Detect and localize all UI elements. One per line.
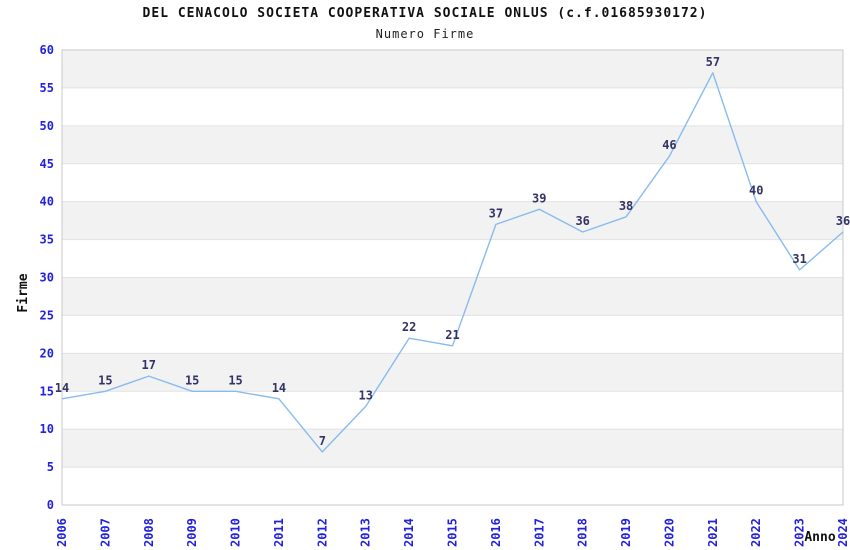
x-tick-label: 2022	[749, 518, 763, 547]
x-tick-label: 2009	[185, 518, 199, 547]
data-label: 36	[575, 214, 589, 228]
y-tick-label: 35	[40, 233, 54, 247]
data-label: 39	[532, 191, 546, 205]
plot-area: 0 5 10 15 20 25 30 35 40 45 50 55 60 2006 2007 2008 2009…	[40, 43, 850, 547]
x-tick-label: 2017	[532, 518, 546, 547]
data-label: 17	[142, 358, 156, 372]
x-tick-label: 2023	[793, 518, 807, 547]
y-tick-label: 50	[40, 119, 54, 133]
data-label: 15	[185, 373, 199, 387]
y-tick-label: 5	[47, 460, 54, 474]
x-tick-label: 2012	[315, 518, 329, 547]
y-axis-title: Firme	[16, 273, 31, 312]
data-label: 31	[792, 252, 806, 266]
x-tick-label: 2016	[489, 518, 503, 547]
y-tick-label: 40	[40, 195, 54, 209]
chart-title: DEL CENACOLO SOCIETA COOPERATIVA SOCIALE…	[142, 6, 708, 21]
x-tick-label: 2018	[576, 518, 590, 547]
data-label: 14	[272, 381, 286, 395]
data-label: 7	[319, 434, 326, 448]
plot-band	[62, 50, 843, 88]
x-axis-title: Anno	[804, 530, 835, 545]
x-tick-label: 2014	[402, 518, 416, 547]
data-label: 15	[98, 373, 112, 387]
y-tick-label: 10	[40, 422, 54, 436]
data-label: 15	[228, 373, 242, 387]
chart-subtitle: Numero Firme	[375, 27, 475, 41]
x-tick-label: 2015	[446, 518, 460, 547]
x-tick-label: 2008	[142, 518, 156, 547]
data-label: 22	[402, 320, 416, 334]
y-tick-label: 15	[40, 384, 54, 398]
data-label: 14	[55, 381, 69, 395]
y-tick-label: 60	[40, 43, 54, 57]
x-tick-label: 2010	[229, 518, 243, 547]
data-label: 46	[662, 138, 676, 152]
y-tick-label: 0	[47, 498, 54, 512]
x-tick-label: 2021	[706, 518, 720, 547]
plot-border	[61, 49, 844, 506]
y-tick-label: 45	[40, 157, 54, 171]
series-line	[61, 72, 844, 453]
y-tick-label: 30	[40, 271, 54, 285]
x-tick-label: 2024	[836, 518, 850, 547]
x-tick-label: 2019	[619, 518, 633, 547]
data-label: 37	[489, 206, 503, 220]
data-label: 38	[619, 199, 633, 213]
x-tick-label: 2006	[55, 518, 69, 547]
y-tick-label: 25	[40, 308, 54, 322]
data-label: 57	[706, 55, 720, 69]
plot-band	[62, 429, 843, 468]
x-tick-label: 2013	[359, 518, 373, 547]
y-tick-label: 20	[40, 346, 54, 360]
plot-band	[62, 201, 843, 240]
y-tick-label: 55	[40, 81, 54, 95]
data-label: 13	[358, 388, 372, 402]
x-tick-label: 2020	[662, 518, 676, 547]
x-tick-label: 2011	[272, 518, 286, 547]
data-label: 36	[836, 214, 850, 228]
plot-band	[62, 125, 843, 164]
plot-band	[62, 353, 843, 392]
data-label: 40	[749, 184, 763, 198]
data-label: 21	[445, 328, 459, 342]
plot-band	[62, 277, 843, 316]
x-tick-label: 2007	[98, 518, 112, 547]
